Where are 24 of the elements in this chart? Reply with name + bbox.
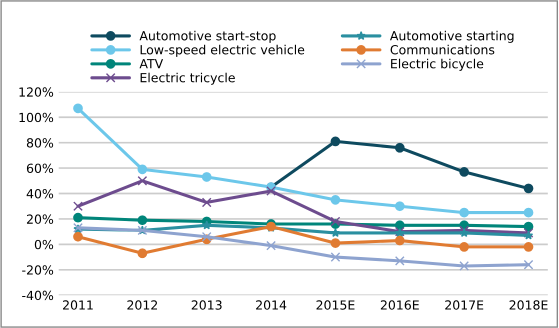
legend-label: ATV: [140, 59, 164, 68]
legend-label: Automotive starting: [390, 30, 514, 43]
y-tick-label: -40%: [22, 290, 54, 300]
legend-label: Automotive start-stop: [140, 30, 276, 43]
x-tick-label: 2012: [127, 300, 158, 310]
x-tick-label: 2018E: [510, 300, 548, 310]
y-tick-label: -20%: [22, 265, 54, 275]
y-tick-label: 60%: [26, 164, 54, 174]
x-tick-label: 2015E: [316, 300, 354, 310]
x-tick-label: 2016E: [380, 300, 419, 310]
x-tick-label: 2013: [192, 300, 222, 310]
legend-label: Electric tricycle: [140, 72, 235, 85]
x-tick-label: 2011: [63, 300, 93, 310]
y-tick-label: 0%: [34, 240, 54, 250]
x-tick-label: 2014: [256, 300, 286, 310]
x-tick-label: 2017E: [445, 300, 484, 310]
legend-label: Communications: [390, 44, 494, 54]
y-tick-label: 40%: [26, 188, 54, 198]
y-tick-label: 120%: [19, 87, 54, 97]
y-tick-label: 20%: [26, 214, 54, 224]
y-tick-label: 100%: [19, 112, 54, 122]
legend-label: Electric bicycle: [391, 58, 484, 71]
legend-label: Low-speed electric vehicle: [140, 44, 304, 57]
y-tick-label: 80%: [26, 138, 54, 148]
